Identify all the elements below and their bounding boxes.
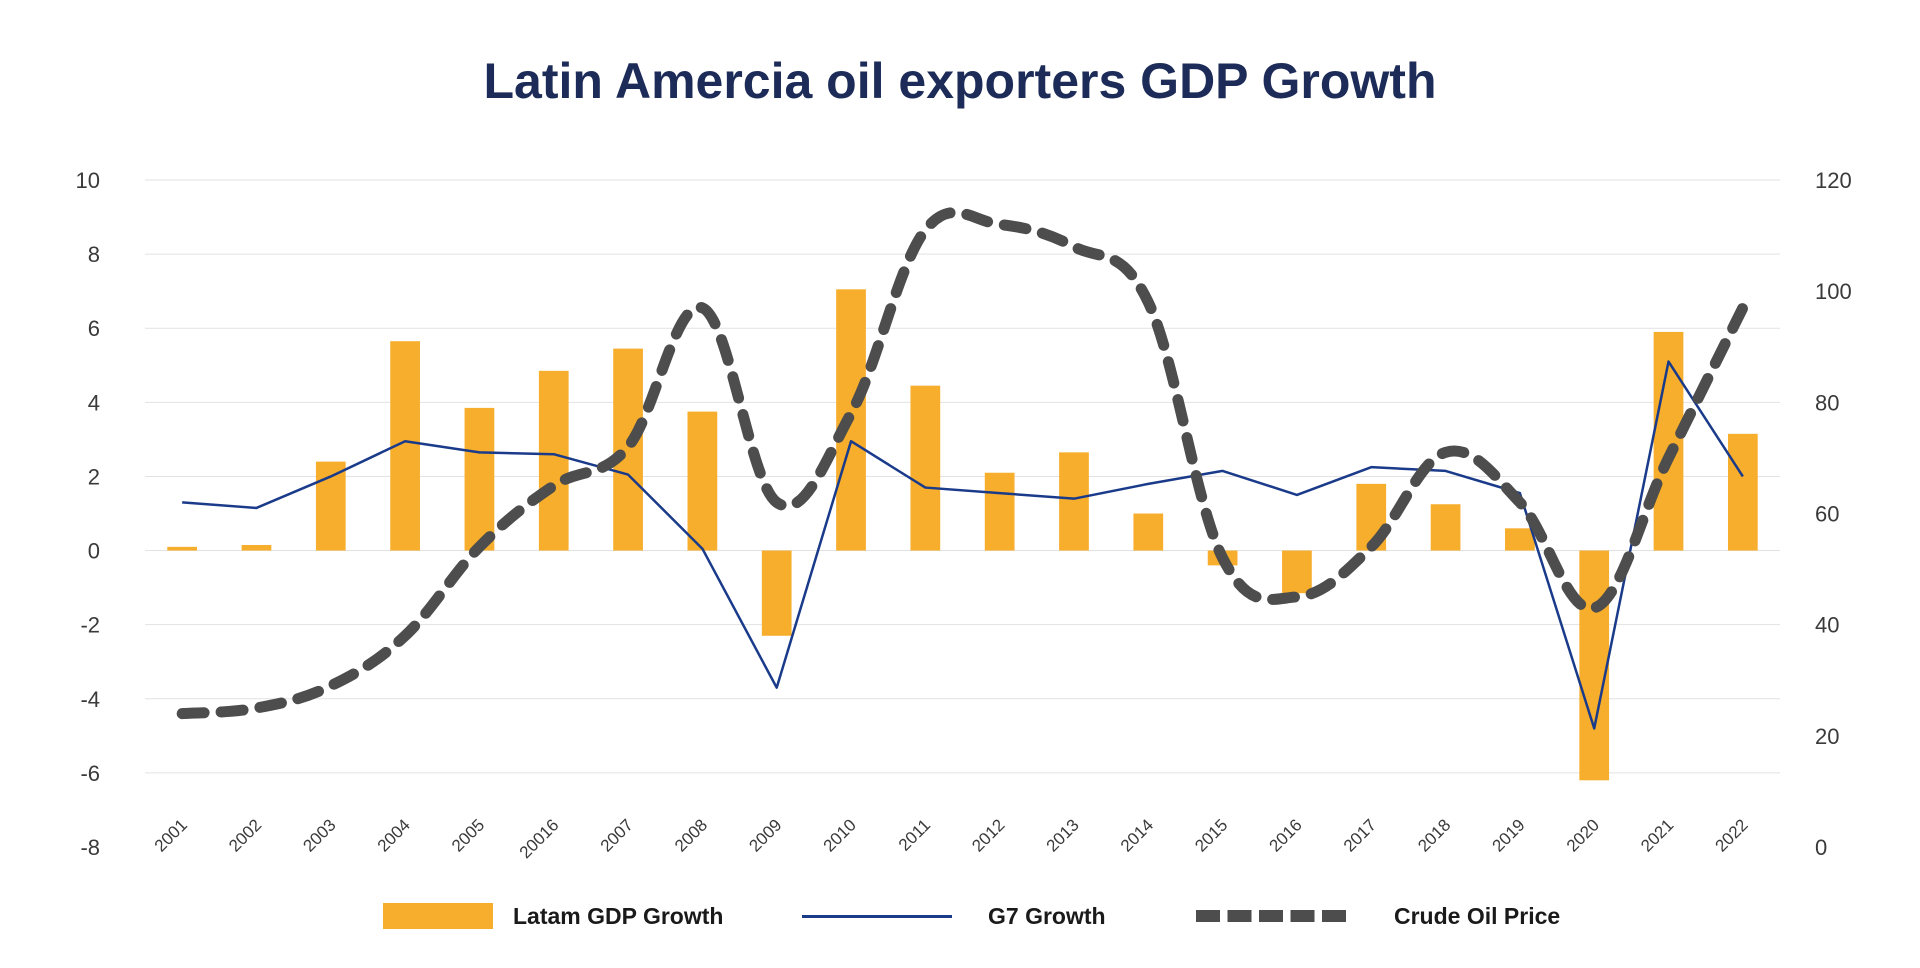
x-tick-label: 2017 [1340,815,1380,855]
legend-item-latam-gdp: Latam GDP Growth [383,898,723,934]
x-tick-label: 2018 [1414,815,1454,855]
x-tick-label: 2003 [299,815,339,855]
bar [613,348,643,551]
bar [1579,550,1610,781]
bar [1430,504,1461,551]
dash-layer [176,207,1749,720]
y-axis-left: 10 8 6 4 2 0 -2 -4 -6 -8 [76,168,100,860]
bar [1653,331,1684,551]
y-left-tick-label: 2 [88,464,100,489]
bar [910,385,941,551]
g7-growth-line [182,360,1744,730]
bar [464,407,495,551]
legend-swatch-dash [1196,910,1346,922]
x-tick-label: 2008 [671,815,711,855]
x-tick-label: 2007 [597,815,637,855]
y-left-tick-label: 8 [88,242,100,267]
bar [1059,452,1089,551]
legend-label: Latam GDP Growth [513,902,724,929]
bar [538,370,569,551]
y-left-tick-label: 4 [88,390,100,415]
y-right-tick-label: 100 [1815,279,1852,304]
y-left-tick-label: -6 [80,761,100,786]
x-tick-label: 2011 [895,815,934,854]
legend-item-crude-oil: Crude Oil Price [1196,898,1560,934]
bar [687,411,718,551]
x-tick-label: 2010 [820,815,860,855]
legend-item-g7-growth: G7 Growth [802,898,1106,934]
x-tick-label: 2012 [968,815,1008,855]
bar [1505,528,1535,551]
y-left-tick-label: -8 [80,835,100,860]
x-tick-label: 2002 [225,815,265,855]
bar-layer [167,289,1758,781]
bar [1282,550,1312,594]
x-tick-label: 2019 [1489,815,1529,855]
y-left-tick-label: -4 [80,687,100,712]
y-left-tick-label: 6 [88,316,100,341]
x-axis: 2001 2002 2003 2004 2005 20016 2007 2008 2009 201… [151,815,1752,862]
x-tick-label: 2016 [1266,815,1306,855]
legend-label: Crude Oil Price [1394,902,1561,929]
legend: Latam GDP Growth G7 Growth Crude Oil Pri… [0,898,1920,934]
bar [167,546,198,551]
y-right-tick-label: 80 [1815,390,1839,415]
x-tick-label: 2001 [151,815,191,855]
y-right-tick-label: 120 [1815,168,1852,193]
y-left-tick-label: -2 [80,613,100,638]
crude-oil-price-line [176,207,1749,720]
x-tick-label: 2005 [448,815,488,855]
legend-swatch-bar [383,903,493,929]
bar [984,472,1015,551]
x-tick-label: 2013 [1043,815,1083,855]
x-tick-label: 2020 [1563,815,1603,855]
y-left-tick-label: 0 [88,539,100,564]
bar [761,550,792,636]
x-tick-label: 2009 [745,815,785,855]
y-right-tick-label: 60 [1815,502,1839,527]
legend-label: G7 Growth [988,902,1106,929]
bar [1727,433,1758,551]
x-tick-label: 2021 [1637,815,1677,855]
y-right-tick-label: 40 [1815,613,1839,638]
x-tick-label: 2004 [374,815,414,855]
x-tick-label: 2015 [1191,815,1231,855]
x-tick-label: 20016 [516,815,563,862]
line-layer [182,360,1744,730]
bar [315,461,346,551]
legend-swatch-line [802,914,952,918]
y-right-tick-label: 0 [1815,835,1827,860]
y-axis-right: 120 100 80 60 40 20 0 [1815,168,1852,860]
bar [1133,513,1164,551]
chart-title: Latin Amercia oil exporters GDP Growth [483,53,1437,109]
x-tick-label: 2014 [1117,815,1157,855]
x-tick-label: 2022 [1711,815,1751,855]
y-right-tick-label: 20 [1815,724,1839,749]
y-left-tick-label: 10 [76,168,100,193]
bar [241,544,272,551]
